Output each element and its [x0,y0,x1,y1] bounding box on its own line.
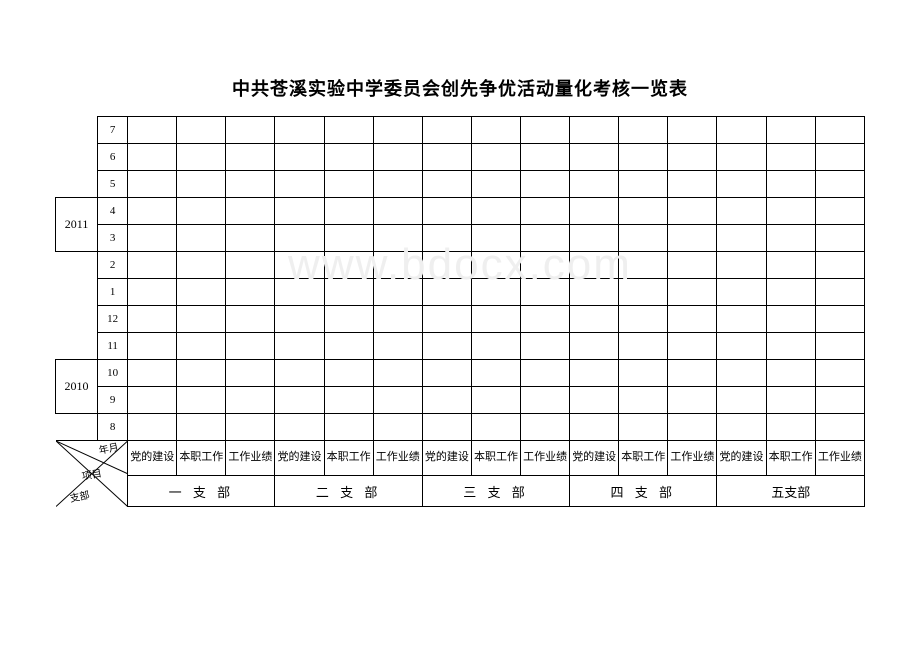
month-cell: 10 [98,360,128,387]
branch-header: 五支部 [717,476,865,507]
month-cell: 7 [98,117,128,144]
sub-header: 党的建设 [275,441,324,476]
month-cell: 3 [98,225,128,252]
sub-header: 工作业绩 [668,441,717,476]
sub-header: 本职工作 [177,441,226,476]
month-cell: 6 [98,144,128,171]
year-cell: 2011 [56,198,98,252]
sub-header: 党的建设 [128,441,177,476]
branch-header: 一 支 部 [128,476,275,507]
sub-header: 工作业绩 [226,441,275,476]
sub-header: 党的建设 [422,441,471,476]
branch-header: 四 支 部 [570,476,717,507]
sub-header: 本职工作 [324,441,373,476]
month-cell: 11 [98,333,128,360]
sub-header: 工作业绩 [373,441,422,476]
month-cell: 12 [98,306,128,333]
month-cell: 2 [98,252,128,279]
sub-header: 党的建设 [570,441,619,476]
diagonal-header: 年月 项目 支部 [56,441,128,507]
month-cell: 5 [98,171,128,198]
branch-header: 二 支 部 [275,476,422,507]
sub-header: 工作业绩 [815,441,864,476]
month-cell: 1 [98,279,128,306]
branch-header: 三 支 部 [422,476,569,507]
month-cell: 8 [98,414,128,441]
year-cell: 2010 [56,360,98,414]
month-cell: 4 [98,198,128,225]
sub-header: 本职工作 [471,441,520,476]
sub-header: 本职工作 [766,441,815,476]
sub-header: 党的建设 [717,441,766,476]
sub-header: 工作业绩 [521,441,570,476]
month-cell: 9 [98,387,128,414]
assessment-table: 7 6 5 2011 4 3 2 1 12 11 2010 [55,116,865,507]
sub-header: 本职工作 [619,441,668,476]
page-title: 中共苍溪实验中学委员会创先争优活动量化考核一览表 [0,0,920,116]
